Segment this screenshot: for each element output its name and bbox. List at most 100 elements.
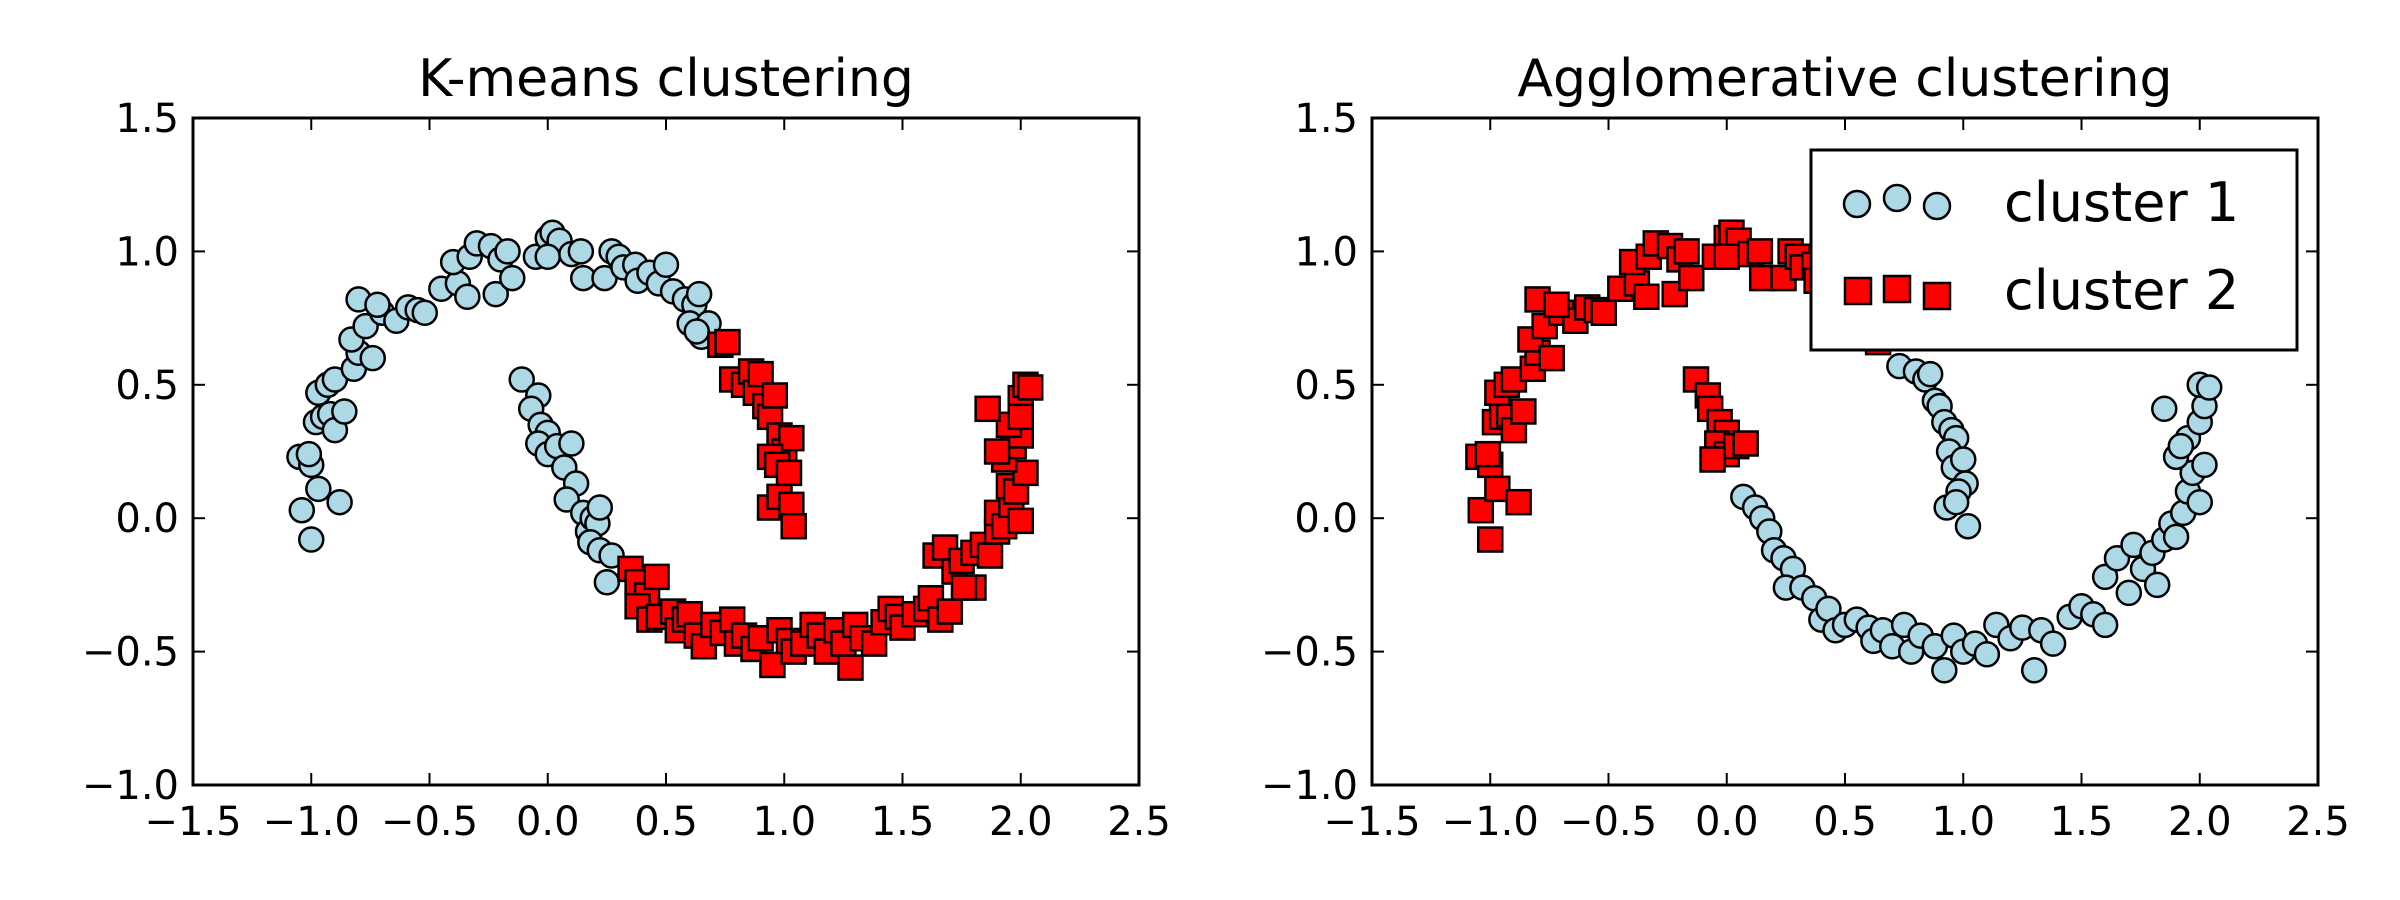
legend-label-cluster-1: cluster 1	[2004, 171, 2239, 234]
agglomerative-point-circle	[2186, 488, 2213, 516]
agglomerative-ytick-label: −0.5	[1261, 630, 1358, 676]
kmeans-point-square	[1012, 459, 1039, 487]
agglomerative-point-square	[1748, 264, 1776, 292]
agglomerative-xtick-label: −1.5	[1323, 799, 1420, 845]
agglomerative-point-circle	[1950, 446, 1977, 473]
kmeans-point-circle	[558, 430, 585, 457]
kmeans-xtick-label: −1.5	[144, 799, 241, 845]
agglomerative-xtick-label: 0.0	[1695, 799, 1759, 845]
legend-entry-cluster-1: cluster 1	[1842, 171, 2239, 234]
agglomerative-point-square	[1474, 440, 1502, 468]
kmeans-point-square	[936, 598, 964, 625]
agglomerative-point-circle	[1942, 488, 1970, 516]
agglomerative-xtick-label: 2.5	[2286, 799, 2350, 845]
agglomerative-ytick-label: 0.0	[1294, 496, 1358, 542]
kmeans-point-square	[1007, 403, 1034, 431]
kmeans-xtick-label: 2.5	[1107, 799, 1171, 845]
agglomerative-ytick-label: −1.0	[1261, 763, 1358, 809]
legend-marker-cluster-1	[1882, 183, 1912, 213]
agglomerative-point-square	[1732, 430, 1759, 457]
kmeans-point-circle	[593, 568, 621, 596]
kmeans-point-circle	[567, 238, 595, 265]
kmeans-point-circle	[288, 496, 316, 524]
kmeans-point-circle	[508, 366, 535, 393]
kmeans-xtick-label: 1.0	[752, 799, 816, 845]
kmeans-point-square	[778, 424, 805, 452]
legend-marker-cluster-2	[1882, 274, 1912, 304]
agglomerative-point-square	[1505, 488, 1532, 516]
kmeans-point-square	[950, 574, 978, 601]
agglomerative-xtick-label: −1.0	[1442, 799, 1539, 845]
kmeans-ticks: −1.5 −1.0 −0.5 0.0 0.5 1.0 1.5 2.0 2.5−1.0−0.50.…	[82, 96, 1171, 845]
agglomerative-point-square	[1484, 475, 1511, 503]
agglomerative-ytick-label: 1.0	[1294, 229, 1358, 275]
agglomerative-point-square	[1590, 299, 1618, 327]
kmeans-point-circle	[685, 280, 713, 308]
agglomerative-plot: Agglomerative clustering −1.5 −1.0 −0.5 0.0…	[1261, 49, 2350, 845]
kmeans-point-square	[714, 328, 741, 356]
kmeans-plot: K-means clustering −1.5 −1.0 −0.5 0.0 0.5 1.0…	[82, 49, 1171, 845]
agglomerative-point-square	[1713, 243, 1740, 270]
kmeans-point-square	[761, 382, 789, 409]
kmeans-point-circle	[482, 280, 509, 308]
agglomerative-marks	[1465, 219, 2223, 684]
agglomerative-point-circle	[2091, 563, 2119, 591]
kmeans-point-circle	[499, 264, 526, 292]
kmeans-ytick-label: 0.5	[115, 363, 179, 409]
kmeans-point-circle	[534, 243, 561, 270]
kmeans-point-circle	[683, 318, 710, 345]
kmeans-point-circle	[586, 494, 614, 521]
agglomerative-xtick-label: 1.0	[1931, 799, 1995, 845]
legend-box	[1809, 148, 2299, 352]
agglomerative-point-circle	[1954, 512, 1982, 540]
kmeans-point-circle	[364, 291, 391, 319]
legend: cluster 1 cluster 2	[1809, 148, 2299, 352]
kmeans-point-circle	[652, 251, 680, 278]
legend-marker-cluster-1	[1842, 189, 1872, 219]
legend-entry-cluster-2: cluster 2	[1843, 259, 2239, 322]
agglomerative-xtick-label: 0.5	[1813, 799, 1877, 845]
kmeans-point-circle	[494, 238, 521, 265]
agglomerative-point-square	[1746, 238, 1774, 265]
kmeans-ytick-label: −0.5	[82, 630, 179, 676]
kmeans-point-square	[976, 542, 1004, 569]
agglomerative-point-circle	[1931, 657, 1958, 684]
agglomerative-point-square	[1510, 398, 1537, 425]
kmeans-point-circle	[305, 475, 332, 503]
kmeans-point-square	[1016, 374, 1044, 401]
agglomerative-point-circle	[2091, 611, 2119, 639]
agglomerative-ytick-label: 1.5	[1294, 96, 1358, 142]
kmeans-xtick-label: −0.5	[381, 799, 478, 845]
kmeans-point-square	[780, 512, 807, 540]
agglomerative-point-circle	[2115, 579, 2143, 607]
kmeans-ytick-label: 1.5	[115, 96, 179, 142]
agglomerative-point-circle	[2167, 432, 2195, 460]
kmeans-point-square	[931, 534, 959, 561]
legend-label-cluster-2: cluster 2	[2004, 259, 2239, 322]
agglomerative-point-circle	[2195, 374, 2223, 401]
kmeans-point-circle	[326, 488, 353, 516]
agglomerative-ticks: −1.5 −1.0 −0.5 0.0 0.5 1.0 1.5 2.0 2.5−1.0−0.50.…	[1261, 96, 2350, 845]
agglomerative-point-circle	[2020, 657, 2048, 684]
kmeans-point-square	[837, 654, 864, 681]
kmeans-xtick-label: 1.5	[871, 799, 935, 845]
legend-marker-cluster-2	[1843, 276, 1873, 306]
kmeans-point-circle	[295, 440, 323, 468]
agglomerative-point-square	[1477, 526, 1504, 553]
agglomerative-point-circle	[2191, 451, 2218, 479]
legend-marker-cluster-1	[1922, 191, 1952, 221]
agglomerative-xtick-label: 2.0	[2168, 799, 2232, 845]
agglomerative-point-circle	[2162, 523, 2190, 551]
kmeans-point-square	[983, 438, 1011, 465]
kmeans-point-square	[974, 395, 1001, 423]
kmeans-point-square	[643, 563, 670, 591]
kmeans-point-square	[747, 360, 774, 388]
kmeans-xtick-label: 0.0	[516, 799, 580, 845]
kmeans-point-circle	[411, 299, 439, 327]
kmeans-point-square	[759, 651, 786, 679]
kmeans-point-circle	[454, 283, 481, 311]
agglomerative-xtick-label: −0.5	[1560, 799, 1657, 845]
kmeans-xtick-label: 2.0	[989, 799, 1053, 845]
agglomerative-point-square	[1633, 283, 1660, 311]
